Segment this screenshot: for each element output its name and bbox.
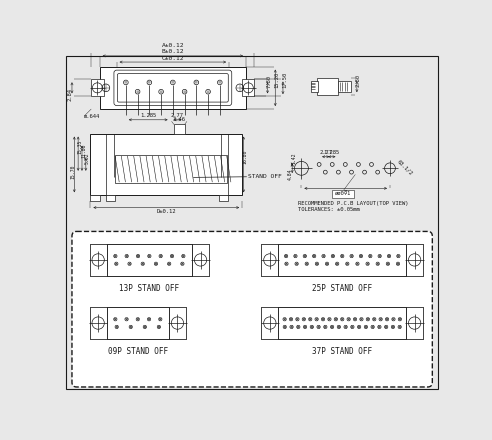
Bar xyxy=(106,195,115,202)
Text: m.644: m.644 xyxy=(84,114,100,119)
Text: øø0.1: øø0.1 xyxy=(335,191,351,196)
Bar xyxy=(332,190,354,198)
Text: B±0.12: B±0.12 xyxy=(161,49,184,54)
Bar xyxy=(310,81,318,92)
Bar xyxy=(90,307,107,339)
Text: 16.80: 16.80 xyxy=(243,150,247,165)
Bar xyxy=(91,195,100,202)
Bar xyxy=(219,195,228,202)
FancyBboxPatch shape xyxy=(114,70,232,106)
Bar xyxy=(91,79,103,96)
Text: 7.80: 7.80 xyxy=(267,75,272,88)
Bar xyxy=(90,244,107,276)
Text: 63.1/2: 63.1/2 xyxy=(396,159,413,176)
Bar xyxy=(261,244,278,276)
Text: TOLERANCES: ±0.05mm: TOLERANCES: ±0.05mm xyxy=(298,207,359,212)
Text: 15.70: 15.70 xyxy=(70,165,75,179)
Bar xyxy=(90,244,209,276)
Bar xyxy=(338,81,351,92)
Text: 5.02: 5.02 xyxy=(85,153,90,165)
Text: 1.285: 1.285 xyxy=(140,113,156,118)
Text: 4.84: 4.84 xyxy=(288,168,293,180)
Bar xyxy=(107,244,192,276)
Text: 15.35: 15.35 xyxy=(77,139,82,154)
Bar xyxy=(174,125,184,134)
Bar xyxy=(278,244,406,276)
Text: 8: 8 xyxy=(344,190,347,195)
Text: 09P STAND OFF: 09P STAND OFF xyxy=(108,347,168,356)
Bar xyxy=(115,155,227,183)
Text: 1.42: 1.42 xyxy=(291,153,296,165)
Bar xyxy=(406,244,423,276)
Text: 2.77: 2.77 xyxy=(171,113,184,118)
Bar xyxy=(107,307,169,339)
Text: 2.80: 2.80 xyxy=(356,73,361,87)
Text: 11.80: 11.80 xyxy=(81,144,86,158)
Bar xyxy=(192,244,209,276)
Text: 37P STAND OFF: 37P STAND OFF xyxy=(312,347,372,356)
Bar xyxy=(261,307,423,339)
Text: 2.84: 2.84 xyxy=(68,88,73,101)
Text: 2.77: 2.77 xyxy=(319,150,332,155)
Text: A±0.12: A±0.12 xyxy=(161,43,184,48)
Text: 3.46: 3.46 xyxy=(173,117,186,122)
Bar xyxy=(242,79,254,96)
Text: 17.50: 17.50 xyxy=(282,72,287,88)
Bar xyxy=(91,134,242,195)
Bar xyxy=(317,78,338,95)
Bar xyxy=(261,244,423,276)
Text: STAND OFF: STAND OFF xyxy=(248,174,282,179)
Text: 15.20: 15.20 xyxy=(275,72,279,88)
Text: 13P STAND OFF: 13P STAND OFF xyxy=(119,284,180,293)
Text: C±0.12: C±0.12 xyxy=(161,55,184,60)
Text: 1.285: 1.285 xyxy=(324,150,340,155)
Bar xyxy=(261,307,278,339)
Bar xyxy=(278,307,406,339)
Bar xyxy=(100,66,246,109)
Text: D±0.12: D±0.12 xyxy=(156,209,176,214)
Bar xyxy=(406,307,423,339)
Text: RECOMMENDED P.C.B LAYOUT(TOP VIEW): RECOMMENDED P.C.B LAYOUT(TOP VIEW) xyxy=(298,201,408,205)
FancyBboxPatch shape xyxy=(72,231,432,387)
Text: 25P STAND OFF: 25P STAND OFF xyxy=(312,284,372,293)
Bar xyxy=(90,307,186,339)
Bar xyxy=(169,307,186,339)
